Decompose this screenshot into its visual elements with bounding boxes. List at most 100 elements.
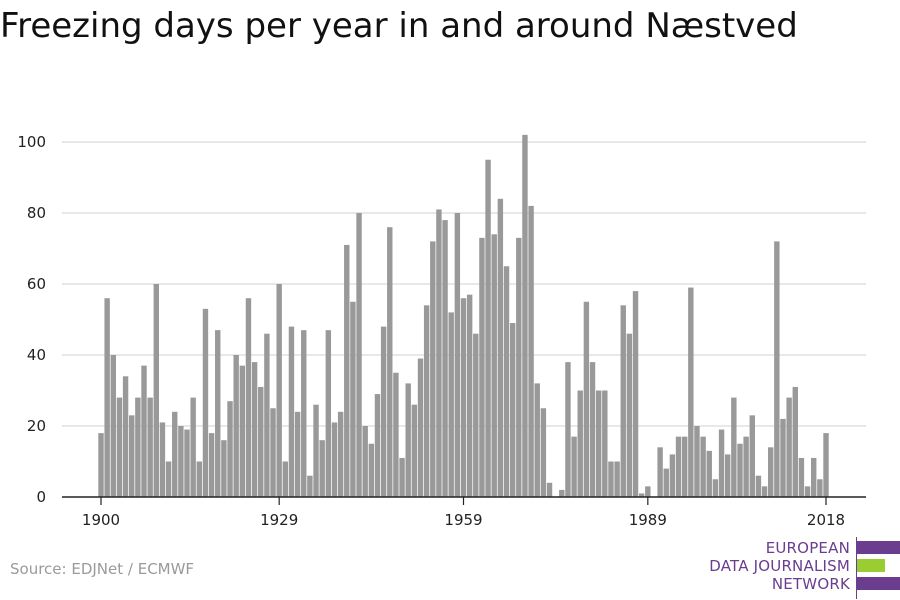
bar-1979 <box>583 301 590 497</box>
bar-1949 <box>399 457 405 497</box>
bar-1957 <box>448 312 454 497</box>
logo-divider <box>856 537 857 599</box>
y-tick-label: 20 <box>27 417 46 435</box>
bar-1934 <box>307 475 313 497</box>
y-axis-labels: 0 20 40 60 80 100 <box>17 133 46 506</box>
bar-1913 <box>178 426 184 497</box>
bar-1931 <box>288 326 295 497</box>
x-tick-label: 1929 <box>260 511 298 529</box>
bar-2009 <box>768 447 774 497</box>
logo-bar-purple-top <box>857 541 900 554</box>
bar-1904 <box>122 376 129 497</box>
bar-2004 <box>737 443 743 497</box>
bar-1997 <box>694 426 700 497</box>
bar-1972 <box>540 408 547 497</box>
bar-1961 <box>473 333 479 497</box>
bar-1982 <box>602 390 608 497</box>
bar-1924 <box>245 298 252 497</box>
bar-1912 <box>172 411 178 497</box>
bar-1981 <box>595 390 602 497</box>
y-tick-label: 100 <box>17 133 46 151</box>
bar-1953 <box>423 305 430 497</box>
bar-1905 <box>129 415 135 497</box>
logo-line-network: NETWORK <box>771 575 850 593</box>
bar-2000 <box>712 479 719 497</box>
bar-1993 <box>669 454 676 497</box>
bar-1995 <box>681 436 688 497</box>
logo-bar-green <box>857 559 885 572</box>
bar-1945 <box>374 394 381 497</box>
bar-2013 <box>792 386 798 497</box>
bar-1965 <box>497 198 504 498</box>
edjnet-logo[interactable]: EUROPEAN DATA JOURNALISM NETWORK <box>700 537 900 599</box>
y-tick-label: 60 <box>27 275 46 293</box>
bar-1900 <box>98 433 104 497</box>
bar-1936 <box>319 440 325 497</box>
bar-1991 <box>657 447 663 497</box>
bar-1907 <box>141 365 147 497</box>
x-tick-label: 1989 <box>629 511 667 529</box>
bar-2017 <box>817 479 823 497</box>
bar-1980 <box>589 362 596 497</box>
bar-2005 <box>743 436 749 497</box>
bar-1998 <box>700 436 706 497</box>
bar-1910 <box>159 422 166 497</box>
x-tick-label: 2018 <box>807 511 845 529</box>
source-note: Source: EDJNet / ECMWF <box>10 560 195 578</box>
x-tick-label: 1959 <box>444 511 482 529</box>
bar-1994 <box>675 436 682 497</box>
bar-1952 <box>417 358 424 497</box>
bar-1941 <box>350 301 356 497</box>
bar-1943 <box>362 426 368 497</box>
bar-2018 <box>823 433 829 497</box>
bar-1919 <box>215 330 221 497</box>
bar-1988 <box>638 493 645 497</box>
bar-1925 <box>251 362 258 497</box>
bar-1902 <box>110 355 116 497</box>
bar-1954 <box>430 241 436 497</box>
chart-title: Freezing days per year in and around Næs… <box>0 6 798 46</box>
bar-1984 <box>614 461 620 497</box>
y-tick-label: 40 <box>27 346 46 364</box>
bar-1992 <box>663 468 669 497</box>
y-tick-label: 0 <box>36 488 46 506</box>
bar-1906 <box>135 397 141 497</box>
bar-1930 <box>282 461 289 497</box>
x-tick-label: 1900 <box>82 511 120 529</box>
bar-1937 <box>325 330 332 497</box>
logo-bar-purple-bottom <box>857 577 900 590</box>
bar-1920 <box>221 440 227 497</box>
bar-2015 <box>804 486 811 497</box>
bar-1947 <box>387 227 393 497</box>
bar-2001 <box>718 429 725 497</box>
bar-1985 <box>620 305 626 497</box>
bar-1908 <box>147 397 153 497</box>
bar-2002 <box>724 454 731 497</box>
bar-1938 <box>331 422 338 497</box>
bar-1948 <box>393 372 399 497</box>
bar-1959 <box>460 298 467 497</box>
bar-1967 <box>509 323 516 497</box>
bar-1927 <box>264 333 270 497</box>
bar-1950 <box>405 383 411 497</box>
bar-1911 <box>165 461 172 497</box>
bar-1970 <box>528 205 534 497</box>
bar-1921 <box>227 401 233 497</box>
bar-1966 <box>503 266 510 497</box>
bar-2003 <box>731 397 737 497</box>
bar-1989 <box>645 486 651 497</box>
bar-1955 <box>436 209 442 497</box>
bar-chart: 0 20 40 60 80 100 1900 1929 1959 1989 2018 <box>17 133 866 529</box>
bar-1901 <box>104 298 110 497</box>
bar-1956 <box>442 220 448 497</box>
bar-1963 <box>485 159 491 497</box>
bar-2011 <box>780 418 786 497</box>
bar-1962 <box>479 237 485 497</box>
bar-1976 <box>565 362 571 497</box>
bar-1926 <box>258 386 264 497</box>
logo-line-data-journalism: DATA JOURNALISM <box>709 557 850 575</box>
bar-1971 <box>534 383 540 497</box>
bar-1969 <box>522 134 528 497</box>
bar-1983 <box>608 461 614 497</box>
bar-2016 <box>811 457 817 497</box>
